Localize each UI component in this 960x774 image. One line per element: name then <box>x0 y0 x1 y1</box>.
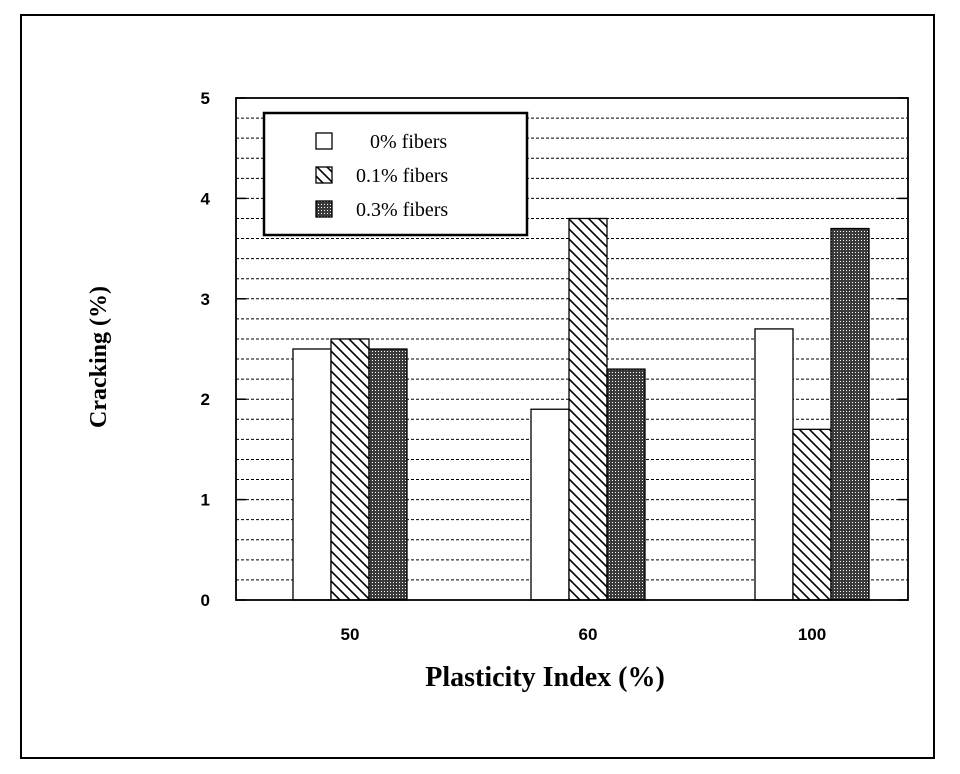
y-tick-labels: 0 1 2 3 4 5 <box>201 89 211 610</box>
bar <box>568 217 608 601</box>
legend-box <box>262 111 529 237</box>
bar <box>606 368 646 601</box>
bar <box>292 348 332 601</box>
legend-label-0pct: 0% fibers <box>370 131 447 153</box>
bar <box>754 328 794 601</box>
bar <box>368 348 408 601</box>
bar <box>530 408 570 601</box>
plot-border <box>235 97 909 601</box>
bar <box>330 338 370 601</box>
legend-label-0-3pct: 0.3% fibers <box>356 199 448 221</box>
x-tick-label: 100 <box>798 625 826 644</box>
y-tick-label: 5 <box>201 89 210 108</box>
y-tick-label: 0 <box>201 591 210 610</box>
legend-label-0-1pct: 0.1% fibers <box>356 165 448 187</box>
bar <box>792 428 832 601</box>
legend-swatch-0-3pct <box>315 200 333 218</box>
x-tick-label: 60 <box>579 625 598 644</box>
x-axis-label: Plasticity Index (%) <box>425 662 665 693</box>
y-axis-label: Cracking (%) <box>86 286 112 428</box>
bars <box>292 217 870 601</box>
legend: 0% fibers 0.1% fibers 0.3% fibers <box>262 111 529 237</box>
x-tick-labels: 50 60 100 <box>341 625 827 644</box>
legend-swatch-0-1pct <box>315 166 333 184</box>
y-tick-label: 3 <box>201 290 210 309</box>
legend-swatch-0pct <box>315 132 333 150</box>
x-tick-label: 50 <box>341 625 360 644</box>
y-tick-label: 4 <box>201 189 211 208</box>
axes <box>235 97 909 601</box>
bar <box>830 227 870 601</box>
y-tick-label: 1 <box>201 491 210 510</box>
y-tick-label: 2 <box>201 390 210 409</box>
